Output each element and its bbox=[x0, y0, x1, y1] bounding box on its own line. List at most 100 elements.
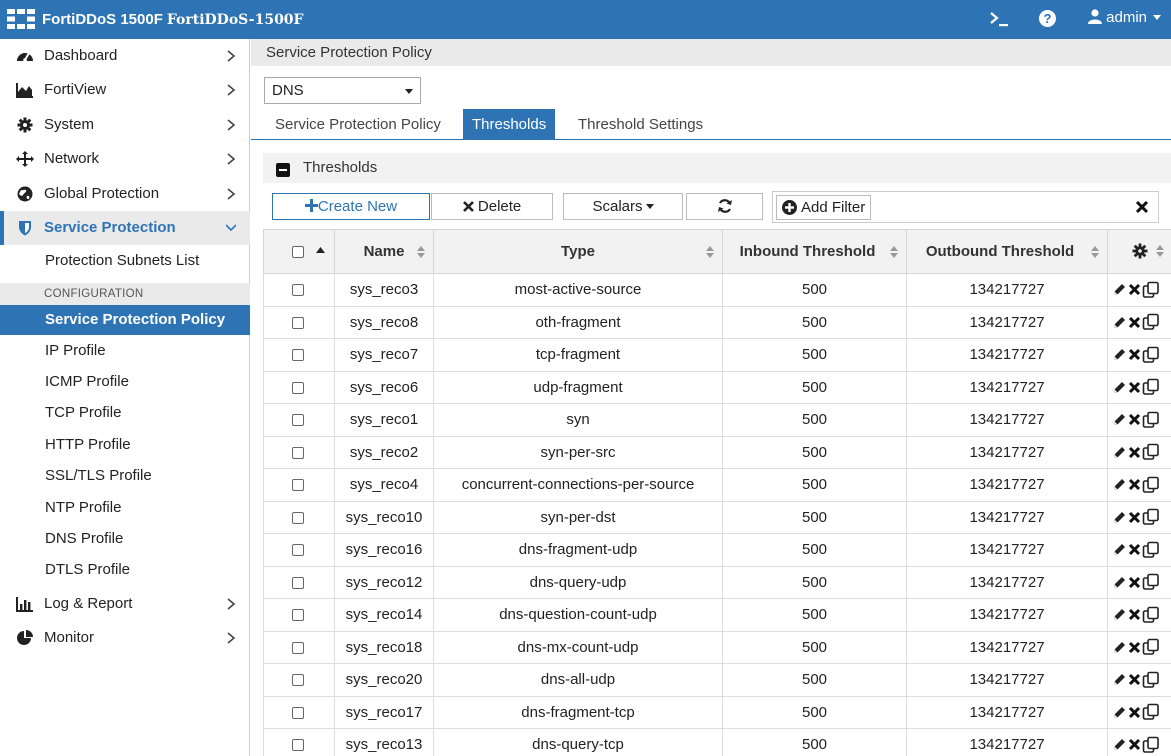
add-filter-button[interactable]: Add Filter bbox=[776, 195, 871, 220]
delete-icon[interactable] bbox=[1128, 511, 1141, 524]
row-checkbox[interactable] bbox=[292, 284, 304, 297]
table-row[interactable]: sys_reco20 dns-all-udp 500 134217727 bbox=[263, 663, 1171, 697]
row-checkbox[interactable] bbox=[292, 414, 304, 427]
column-header-outbound-threshold[interactable]: Outbound Threshold bbox=[906, 229, 1108, 274]
clone-icon[interactable] bbox=[1142, 573, 1160, 591]
delete-icon[interactable] bbox=[1128, 608, 1141, 621]
row-checkbox[interactable] bbox=[292, 641, 304, 654]
delete-icon[interactable] bbox=[1128, 316, 1141, 329]
table-row[interactable]: sys_reco13 dns-query-tcp 500 134217727 bbox=[263, 728, 1171, 756]
table-row[interactable]: sys_reco7 tcp-fragment 500 134217727 bbox=[263, 338, 1171, 372]
sidebar-item-tcp-profile[interactable]: TCP Profile bbox=[0, 398, 250, 428]
delete-icon[interactable] bbox=[1128, 381, 1141, 394]
tab-threshold-settings[interactable]: Threshold Settings bbox=[578, 116, 704, 133]
column-settings-header[interactable] bbox=[1107, 229, 1171, 274]
clone-icon[interactable] bbox=[1142, 281, 1160, 299]
sidebar-item-protection-subnets[interactable]: Protection Subnets List bbox=[0, 246, 250, 276]
edit-icon[interactable] bbox=[1112, 282, 1127, 297]
table-row[interactable]: sys_reco6 udp-fragment 500 134217727 bbox=[263, 370, 1171, 404]
delete-icon[interactable] bbox=[1128, 641, 1141, 654]
scalars-button[interactable]: Scalars bbox=[563, 193, 683, 220]
sidebar-item-http-profile[interactable]: HTTP Profile bbox=[0, 430, 250, 460]
sidebar-item-dns-profile[interactable]: DNS Profile bbox=[0, 524, 250, 554]
table-row[interactable]: sys_reco3 most-active-source 500 134217727 bbox=[263, 273, 1171, 307]
delete-icon[interactable] bbox=[1128, 543, 1141, 556]
sidebar-item-global-protection[interactable]: Global Protection bbox=[0, 177, 250, 211]
column-header-type[interactable]: Type bbox=[433, 229, 723, 274]
edit-icon[interactable] bbox=[1112, 705, 1127, 720]
edit-icon[interactable] bbox=[1112, 412, 1127, 427]
delete-icon[interactable] bbox=[1128, 478, 1141, 491]
delete-icon[interactable] bbox=[1128, 673, 1141, 686]
user-menu[interactable]: admin bbox=[1088, 9, 1162, 26]
table-row[interactable]: sys_reco4 concurrent-connections-per-sour… bbox=[263, 468, 1171, 502]
table-row[interactable]: sys_reco12 dns-query-udp 500 134217727 bbox=[263, 565, 1171, 599]
delete-icon[interactable] bbox=[1128, 576, 1141, 589]
row-checkbox[interactable] bbox=[292, 706, 304, 719]
collapse-icon[interactable] bbox=[276, 163, 290, 177]
clone-icon[interactable] bbox=[1142, 736, 1160, 754]
sidebar-item-network[interactable]: Network bbox=[0, 142, 250, 176]
row-checkbox[interactable] bbox=[292, 609, 304, 622]
sidebar-item-ntp-profile[interactable]: NTP Profile bbox=[0, 493, 250, 523]
row-checkbox[interactable] bbox=[292, 479, 304, 492]
column-header-inbound-threshold[interactable]: Inbound Threshold bbox=[722, 229, 907, 274]
edit-icon[interactable] bbox=[1112, 575, 1127, 590]
clone-icon[interactable] bbox=[1142, 638, 1160, 656]
refresh-button[interactable] bbox=[686, 193, 763, 220]
sidebar-item-dtls-profile[interactable]: DTLS Profile bbox=[0, 555, 250, 585]
sidebar-item-service-protection[interactable]: Service Protection bbox=[0, 211, 250, 245]
row-checkbox[interactable] bbox=[292, 544, 304, 557]
delete-icon[interactable] bbox=[1128, 706, 1141, 719]
clone-icon[interactable] bbox=[1142, 411, 1160, 429]
edit-icon[interactable] bbox=[1112, 542, 1127, 557]
row-checkbox[interactable] bbox=[292, 674, 304, 687]
table-row[interactable]: sys_reco10 syn-per-dst 500 134217727 bbox=[263, 500, 1171, 534]
clone-icon[interactable] bbox=[1142, 476, 1160, 494]
edit-icon[interactable] bbox=[1112, 347, 1127, 362]
table-row[interactable]: sys_reco8 oth-fragment 500 134217727 bbox=[263, 305, 1171, 339]
clone-icon[interactable] bbox=[1142, 313, 1160, 331]
edit-icon[interactable] bbox=[1112, 672, 1127, 687]
row-checkbox[interactable] bbox=[292, 446, 304, 459]
sidebar-item-monitor[interactable]: Monitor bbox=[0, 621, 250, 655]
edit-icon[interactable] bbox=[1112, 477, 1127, 492]
sidebar-item-service-protection-policy[interactable]: Service Protection Policy bbox=[0, 305, 250, 335]
clone-icon[interactable] bbox=[1142, 541, 1160, 559]
clone-icon[interactable] bbox=[1142, 443, 1160, 461]
sidebar-item-ssl-tls-profile[interactable]: SSL/TLS Profile bbox=[0, 461, 250, 491]
edit-icon[interactable] bbox=[1112, 445, 1127, 460]
help-icon[interactable]: ? bbox=[1039, 10, 1056, 27]
table-row[interactable]: sys_reco17 dns-fragment-tcp 500 134217727 bbox=[263, 695, 1171, 729]
sidebar-item-icmp-profile[interactable]: ICMP Profile bbox=[0, 367, 250, 397]
column-header-name[interactable]: Name bbox=[334, 229, 434, 274]
delete-icon[interactable] bbox=[1128, 348, 1141, 361]
edit-icon[interactable] bbox=[1112, 315, 1127, 330]
delete-icon[interactable] bbox=[1128, 446, 1141, 459]
delete-icon[interactable] bbox=[1128, 413, 1141, 426]
delete-icon[interactable] bbox=[1128, 738, 1141, 751]
select-all-checkbox[interactable] bbox=[292, 246, 304, 259]
delete-button[interactable]: Delete bbox=[431, 193, 553, 220]
tab-thresholds[interactable]: Thresholds bbox=[463, 109, 556, 139]
row-checkbox[interactable] bbox=[292, 316, 304, 329]
clone-icon[interactable] bbox=[1142, 671, 1160, 689]
clone-icon[interactable] bbox=[1142, 378, 1160, 396]
clear-filter-icon[interactable] bbox=[1135, 200, 1149, 214]
clone-icon[interactable] bbox=[1142, 346, 1160, 364]
row-checkbox[interactable] bbox=[292, 511, 304, 524]
cli-console-icon[interactable] bbox=[988, 9, 1010, 29]
row-checkbox[interactable] bbox=[292, 349, 304, 362]
clone-icon[interactable] bbox=[1142, 508, 1160, 526]
sidebar-item-ip-profile[interactable]: IP Profile bbox=[0, 336, 250, 366]
sidebar-item-dashboard[interactable]: Dashboard bbox=[0, 39, 250, 73]
table-row[interactable]: sys_reco18 dns-mx-count-udp 500 134217727 bbox=[263, 630, 1171, 664]
row-checkbox[interactable] bbox=[292, 739, 304, 752]
create-new-button[interactable]: Create New bbox=[272, 193, 430, 220]
sidebar-item-fortiview[interactable]: FortiView bbox=[0, 73, 250, 107]
edit-icon[interactable] bbox=[1112, 607, 1127, 622]
delete-icon[interactable] bbox=[1128, 283, 1141, 296]
edit-icon[interactable] bbox=[1112, 737, 1127, 752]
table-row[interactable]: sys_reco2 syn-per-src 500 134217727 bbox=[263, 435, 1171, 469]
sidebar-item-system[interactable]: System bbox=[0, 108, 250, 142]
